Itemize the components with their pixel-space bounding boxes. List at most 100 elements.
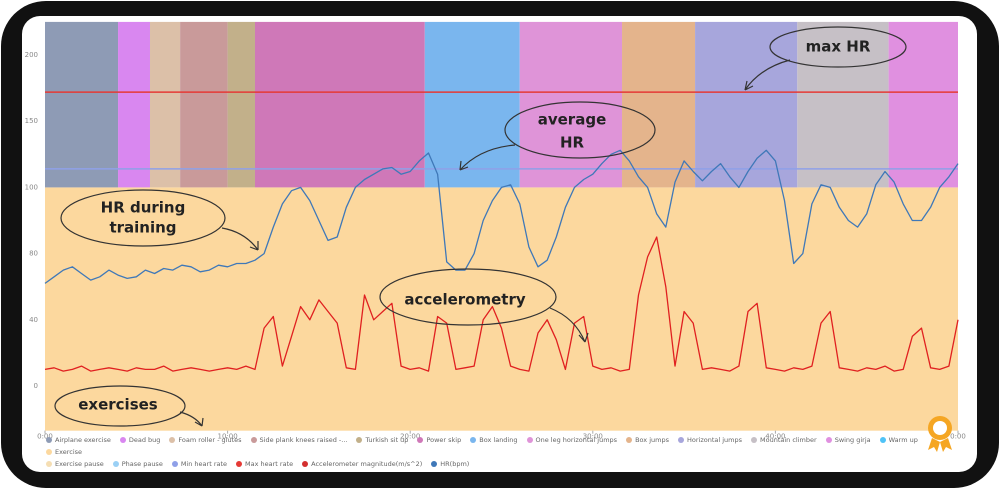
exercise-segment (180, 21, 228, 188)
y-tick-label: 40 (29, 316, 38, 324)
legend-swatch (302, 461, 309, 467)
x-tick-label: 20:00 (400, 433, 420, 441)
scribble (769, 26, 907, 68)
legend-swatch (417, 437, 424, 443)
exercise-segment (149, 21, 181, 188)
annotation: max HR (806, 38, 871, 56)
legend-swatch (46, 437, 52, 443)
annotations: max HR average HR HR during training acc… (54, 26, 907, 427)
exercise-segment (695, 21, 798, 188)
legend-item[interactable]: Max heart rate (236, 458, 293, 470)
annotation: HR (560, 134, 585, 152)
x-tick-label: 0:00 (950, 433, 966, 441)
legend-item[interactable]: Box landing (470, 434, 518, 446)
arrow (459, 144, 516, 171)
annotation: HR during (101, 199, 186, 217)
exercise-segment (424, 21, 520, 188)
legend-swatch (119, 437, 126, 443)
exercise-segment (797, 21, 889, 188)
arrow (549, 307, 589, 343)
y-tick-label: 100 (25, 183, 38, 191)
exercise-segment (888, 21, 958, 188)
legend-item[interactable]: Min heart rate (171, 458, 228, 470)
legend-swatch (250, 437, 257, 443)
legend-swatch (470, 437, 477, 443)
annotation: accelerometry (404, 291, 525, 309)
legend-swatch (626, 437, 633, 443)
legend-swatch (112, 461, 119, 467)
legend-item[interactable]: Exercise pause (46, 458, 104, 470)
legend-item[interactable]: Dead bug (119, 434, 161, 446)
legend-label: Dead bug (128, 436, 161, 444)
legend-label: Horizontal jumps (686, 436, 743, 444)
legend-swatch (751, 437, 758, 443)
series-line (44, 236, 959, 372)
legend-swatch (356, 437, 363, 443)
legend-label: Phase pause (121, 460, 163, 468)
legend-item[interactable]: One leg horizontal jumps (526, 434, 618, 446)
arrow (179, 411, 204, 427)
legend: Airplane exercise Dead bug Foam roller - g… (46, 434, 961, 470)
y-tick-label: 80 (29, 250, 38, 258)
exercise-segment (118, 21, 150, 188)
legend-item[interactable]: Horizontal jumps (677, 434, 743, 446)
legend-item[interactable]: Power skip (417, 434, 461, 446)
legend-label: Box jumps (635, 436, 669, 444)
legend-item[interactable]: Phase pause (112, 458, 163, 470)
legend-swatch (431, 461, 438, 467)
legend-item[interactable]: Swing girja (825, 434, 871, 446)
annotation: exercises (78, 396, 158, 414)
exercise-segment (45, 21, 119, 188)
legend-swatch (879, 437, 886, 443)
legend-item[interactable]: Airplane exercise (46, 434, 111, 446)
legend-item[interactable]: Exercise (46, 446, 82, 458)
scribble (54, 385, 186, 427)
x-tick-label: 0:00 (37, 433, 53, 441)
exercise-segment (622, 21, 696, 188)
legend-swatch (825, 437, 832, 443)
x-tick-label: 40:00 (765, 433, 785, 441)
legend-swatch (46, 449, 52, 455)
legend-label: Foam roller - glutes (178, 436, 242, 444)
annotation: training (109, 219, 176, 237)
legend-swatch (46, 461, 52, 467)
exercise-segment (519, 21, 623, 188)
legend-item[interactable]: Side plank knees raised -... (250, 434, 348, 446)
legend-item[interactable]: Box jumps (626, 434, 669, 446)
legend-label: One leg horizontal jumps (535, 436, 618, 444)
legend-swatch (677, 437, 684, 443)
y-tick-label: 150 (25, 117, 38, 125)
exercise-segment (227, 21, 255, 188)
x-tick-label: 30:00 (583, 433, 603, 441)
scribble (379, 268, 557, 326)
legend-label: Power skip (426, 436, 462, 444)
legend-item[interactable]: HR(bpm) (431, 458, 469, 470)
legend-label: Box landing (479, 436, 518, 444)
legend-label: HR(bpm) (440, 460, 470, 468)
legend-item[interactable]: Foam roller - glutes (169, 434, 242, 446)
legend-label: Exercise pause (55, 460, 104, 468)
legend-label: Side plank knees raised -... (259, 436, 348, 444)
legend-swatch (169, 437, 176, 443)
arrow (744, 59, 791, 91)
legend-swatch (526, 437, 533, 443)
series-line (44, 149, 959, 284)
legend-label: Airplane exercise (55, 436, 111, 444)
legend-item[interactable]: Accelerometer magnitude(m/s^2) (302, 458, 422, 470)
legend-item[interactable]: Mountain climber (751, 434, 817, 446)
legend-label: Exercise (55, 448, 83, 456)
legend-item[interactable]: Warm up (879, 434, 918, 446)
legend-item[interactable]: Turkish sit up (356, 434, 408, 446)
exercise-band (45, 187, 958, 431)
legend-swatch (171, 461, 178, 467)
legend-label: Min heart rate (180, 460, 228, 468)
exercise-segment (254, 21, 425, 188)
x-tick-label: 10:00 (218, 433, 238, 441)
legend-label: Max heart rate (245, 460, 294, 468)
y-tick-label: 200 (25, 51, 38, 59)
legend-label: Accelerometer magnitude(m/s^2) (311, 460, 423, 468)
legend-label: Turkish sit up (365, 436, 409, 444)
scribble (504, 101, 656, 159)
